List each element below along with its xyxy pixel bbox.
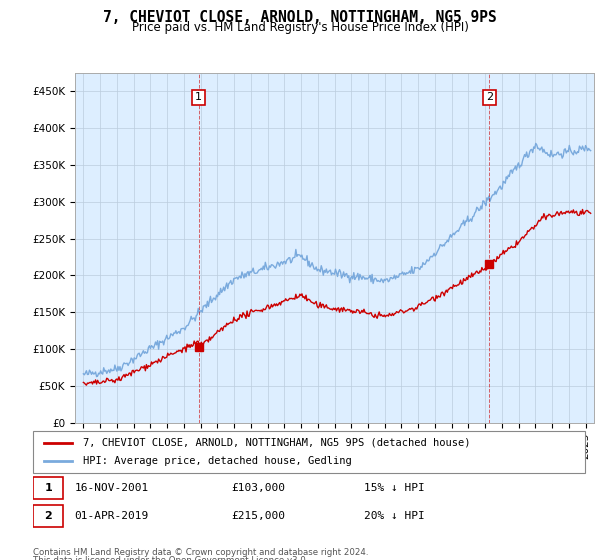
Text: 01-APR-2019: 01-APR-2019	[74, 511, 149, 521]
Text: 7, CHEVIOT CLOSE, ARNOLD, NOTTINGHAM, NG5 9PS (detached house): 7, CHEVIOT CLOSE, ARNOLD, NOTTINGHAM, NG…	[83, 437, 470, 447]
Text: Contains HM Land Registry data © Crown copyright and database right 2024.: Contains HM Land Registry data © Crown c…	[33, 548, 368, 557]
Text: This data is licensed under the Open Government Licence v3.0.: This data is licensed under the Open Gov…	[33, 556, 308, 560]
Text: £103,000: £103,000	[232, 483, 286, 493]
Text: 2: 2	[44, 511, 52, 521]
Text: 20% ↓ HPI: 20% ↓ HPI	[364, 511, 425, 521]
Text: £215,000: £215,000	[232, 511, 286, 521]
FancyBboxPatch shape	[33, 477, 64, 499]
Text: 1: 1	[195, 92, 202, 102]
Text: 16-NOV-2001: 16-NOV-2001	[74, 483, 149, 493]
FancyBboxPatch shape	[33, 431, 585, 473]
Text: 2: 2	[486, 92, 493, 102]
Text: 7, CHEVIOT CLOSE, ARNOLD, NOTTINGHAM, NG5 9PS: 7, CHEVIOT CLOSE, ARNOLD, NOTTINGHAM, NG…	[103, 10, 497, 25]
Text: Price paid vs. HM Land Registry's House Price Index (HPI): Price paid vs. HM Land Registry's House …	[131, 21, 469, 34]
Text: HPI: Average price, detached house, Gedling: HPI: Average price, detached house, Gedl…	[83, 456, 352, 466]
FancyBboxPatch shape	[33, 505, 64, 528]
Text: 1: 1	[44, 483, 52, 493]
Text: 15% ↓ HPI: 15% ↓ HPI	[364, 483, 425, 493]
